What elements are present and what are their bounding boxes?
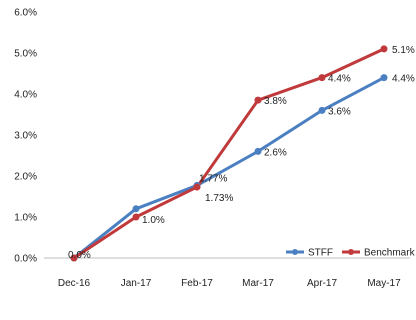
data-point-benchmark [318, 74, 326, 82]
x-tick-label: May-17 [367, 278, 401, 289]
y-tick-label: 6.0% [14, 8, 37, 19]
data-label-benchmark: 1.73% [205, 193, 233, 204]
x-axis-ticks: Dec-16 Jan-17 Feb-17 Mar-17 Apr-17 May-17 [58, 278, 401, 289]
y-tick-label: 3.0% [14, 131, 37, 142]
data-label-stff: 4.4% [392, 74, 415, 85]
x-tick-label: Feb-17 [181, 278, 213, 289]
data-point-benchmark [193, 183, 201, 191]
data-label-benchmark: 1.0% [142, 215, 165, 226]
legend-benchmark-marker [348, 249, 354, 255]
y-tick-label: 2.0% [14, 172, 37, 183]
x-tick-label: Apr-17 [307, 278, 337, 289]
x-tick-label: Jan-17 [121, 278, 152, 289]
series-lines [72, 47, 386, 260]
data-point-stff [318, 106, 326, 114]
data-point-benchmark [70, 254, 78, 262]
y-tick-label: 4.0% [14, 90, 37, 101]
data-label-stff: 1.77% [199, 173, 227, 184]
data-labels: 0.0% 1.77% 2.6% 3.6% 4.4% 1.0% 1.73% 3.8% 4.4% 5.… [68, 45, 415, 261]
x-tick-label: Mar-17 [242, 278, 274, 289]
legend: STFF Benchmark [286, 248, 416, 259]
legend-benchmark-label: Benchmark [364, 248, 416, 259]
y-axis-ticks: 0.0% 1.0% 2.0% 3.0% 4.0% 5.0% 6.0% [14, 8, 37, 265]
y-tick-label: 5.0% [14, 49, 37, 60]
series-points [70, 45, 388, 262]
data-label-stff: 2.6% [264, 147, 287, 158]
data-label-stff: 3.6% [328, 106, 351, 117]
y-tick-label: 1.0% [14, 213, 37, 224]
data-label-benchmark: 3.8% [264, 96, 287, 107]
series-line-benchmark [72, 47, 386, 260]
data-point-stff [254, 147, 262, 155]
data-point-benchmark [254, 96, 262, 104]
data-label-benchmark: 5.1% [392, 45, 415, 56]
data-point-stff [132, 205, 140, 213]
legend-stff-marker [292, 249, 298, 255]
series-line-stff [72, 76, 386, 260]
data-point-stff [380, 74, 388, 82]
legend-stff-label: STFF [308, 248, 333, 259]
data-point-benchmark [380, 45, 388, 53]
data-point-benchmark [132, 213, 140, 221]
x-tick-label: Dec-16 [58, 278, 91, 289]
data-label-benchmark: 4.4% [328, 74, 351, 85]
data-label-stff: 0.0% [68, 250, 91, 261]
y-tick-label: 0.0% [14, 254, 37, 265]
